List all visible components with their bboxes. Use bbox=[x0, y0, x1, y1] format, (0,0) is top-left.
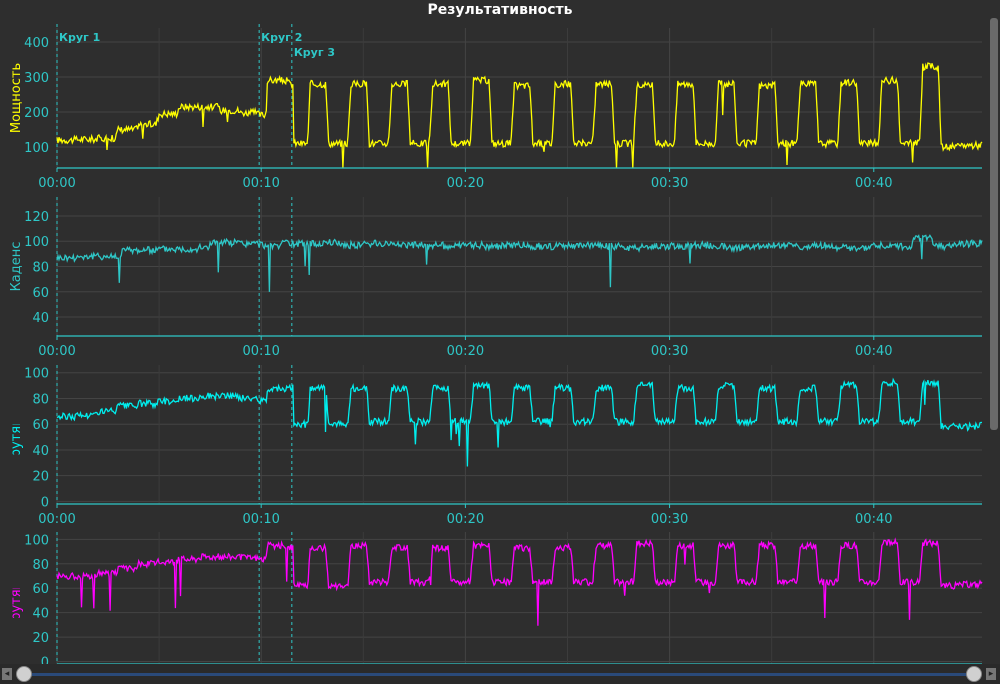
x-tick-label: 00:10 bbox=[242, 344, 279, 359]
x-tick-label: 00:00 bbox=[38, 176, 75, 191]
y-tick-label: 100 bbox=[24, 533, 49, 548]
lap-label: Круг 1 bbox=[59, 31, 100, 44]
y-tick-label: 40 bbox=[32, 311, 49, 326]
y-tick-label: 60 bbox=[32, 286, 49, 301]
y-tick-label: 100 bbox=[24, 141, 49, 156]
lap-label: Круг 3 bbox=[294, 46, 335, 59]
x-tick-label: 00:20 bbox=[447, 344, 484, 359]
series-line bbox=[56, 377, 983, 467]
vertical-scrollbar[interactable] bbox=[990, 18, 998, 430]
y-axis-label: Плавность крутящего момента bbox=[9, 327, 24, 542]
x-tick-label: 00:40 bbox=[855, 176, 892, 191]
y-tick-label: 20 bbox=[32, 631, 49, 646]
chart-title: Результативность bbox=[427, 2, 573, 18]
horizontal-scrollbar[interactable]: ◂ ▸ bbox=[0, 664, 1000, 684]
y-tick-label: 80 bbox=[32, 392, 49, 407]
y-axis-label: Плавность крутящего момента bbox=[9, 491, 24, 664]
series-line bbox=[56, 234, 983, 292]
y-tick-label: 40 bbox=[32, 444, 49, 459]
y-tick-label: 20 bbox=[32, 470, 49, 485]
x-tick-label: 00:20 bbox=[447, 176, 484, 191]
y-axis-label: Каденс bbox=[9, 242, 24, 292]
x-tick-label: 00:10 bbox=[242, 176, 279, 191]
scroll-right-icon[interactable]: ▸ bbox=[986, 668, 996, 680]
y-tick-label: 200 bbox=[24, 106, 49, 121]
x-tick-label: 00:30 bbox=[651, 176, 688, 191]
y-tick-label: 400 bbox=[24, 36, 49, 51]
y-tick-label: 60 bbox=[32, 418, 49, 433]
range-end-handle[interactable] bbox=[966, 666, 982, 682]
y-tick-label: 100 bbox=[24, 367, 49, 382]
x-tick-label: 00:10 bbox=[242, 512, 279, 527]
x-tick-label: 00:00 bbox=[38, 512, 75, 527]
y-tick-label: 40 bbox=[32, 607, 49, 622]
x-tick-label: 00:30 bbox=[651, 344, 688, 359]
scroll-track[interactable] bbox=[24, 673, 976, 676]
y-tick-label: 0 bbox=[41, 495, 49, 510]
y-tick-label: 120 bbox=[24, 210, 49, 225]
range-start-handle[interactable] bbox=[16, 666, 32, 682]
y-tick-label: 80 bbox=[32, 558, 49, 573]
x-tick-label: 00:20 bbox=[447, 512, 484, 527]
lap-label: Круг 2 bbox=[261, 31, 302, 44]
y-axis-label: Мощность bbox=[9, 63, 24, 133]
x-tick-label: 00:30 bbox=[651, 512, 688, 527]
y-tick-label: 60 bbox=[32, 582, 49, 597]
scroll-left-icon[interactable]: ◂ bbox=[2, 668, 12, 680]
series-line bbox=[56, 62, 983, 169]
y-tick-label: 100 bbox=[24, 235, 49, 250]
series-line bbox=[56, 537, 983, 626]
y-tick-label: 300 bbox=[24, 71, 49, 86]
x-tick-label: 00:40 bbox=[855, 344, 892, 359]
y-tick-label: 0 bbox=[41, 656, 49, 664]
y-tick-label: 80 bbox=[32, 261, 49, 276]
x-tick-label: 00:00 bbox=[38, 344, 75, 359]
x-tick-label: 00:40 bbox=[855, 512, 892, 527]
